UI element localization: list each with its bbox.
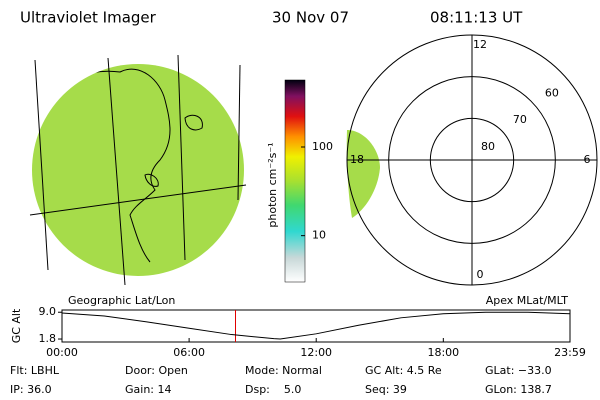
status-field: Flt: LBHL — [10, 364, 60, 377]
status-field: Gain: 14 — [125, 383, 172, 396]
altitude-frame — [61, 309, 571, 343]
status-field: IP: 36.0 — [10, 383, 52, 396]
x-tick-label: 12:00 — [300, 346, 332, 359]
colorbar-tick-label: 100 — [312, 140, 333, 153]
colorbar-tick-label: 10 — [312, 229, 326, 242]
altitude-y-label: GC Alt — [10, 308, 23, 343]
time: 08:11:13 UT — [430, 9, 523, 27]
title: Ultraviolet Imager — [20, 9, 157, 27]
globe — [29, 54, 247, 286]
status-field: GC Alt: 4.5 Re — [365, 364, 442, 377]
status-field: Dsp: 5.0 — [245, 383, 301, 396]
x-tick-label: 18:00 — [427, 346, 459, 359]
mlat-label: 80 — [481, 140, 495, 153]
right-plot-label: Apex MLat/MLT — [486, 294, 569, 307]
x-tick-label: 23:59 — [554, 346, 586, 359]
x-tick-label: 00:00 — [46, 346, 78, 359]
mlt-label: 6 — [584, 153, 591, 166]
mlat-label: 70 — [513, 113, 527, 126]
x-tick-label: 06:00 — [173, 346, 205, 359]
mlt-label: 0 — [477, 268, 484, 281]
mlt-label: 18 — [350, 153, 364, 166]
altitude-line — [61, 311, 571, 340]
polar-fill — [346, 130, 380, 218]
y-tick-label: 9.0 — [39, 305, 57, 318]
date: 30 Nov 07 — [272, 9, 349, 27]
colorbar-label: photon cm⁻²s⁻¹ — [266, 142, 279, 227]
mlat-label: 60 — [545, 86, 559, 99]
status-field: GLon: 138.7 — [485, 383, 552, 396]
colorbar — [284, 79, 306, 283]
y-tick-label: 1.8 — [39, 332, 57, 345]
status-field: Mode: Normal — [245, 364, 322, 377]
status-field: GLat: −33.0 — [485, 364, 552, 377]
status-field: Seq: 39 — [365, 383, 407, 396]
mlt-label: 12 — [473, 38, 487, 51]
status-field: Door: Open — [125, 364, 188, 377]
left-plot-label: Geographic Lat/Lon — [68, 294, 175, 307]
